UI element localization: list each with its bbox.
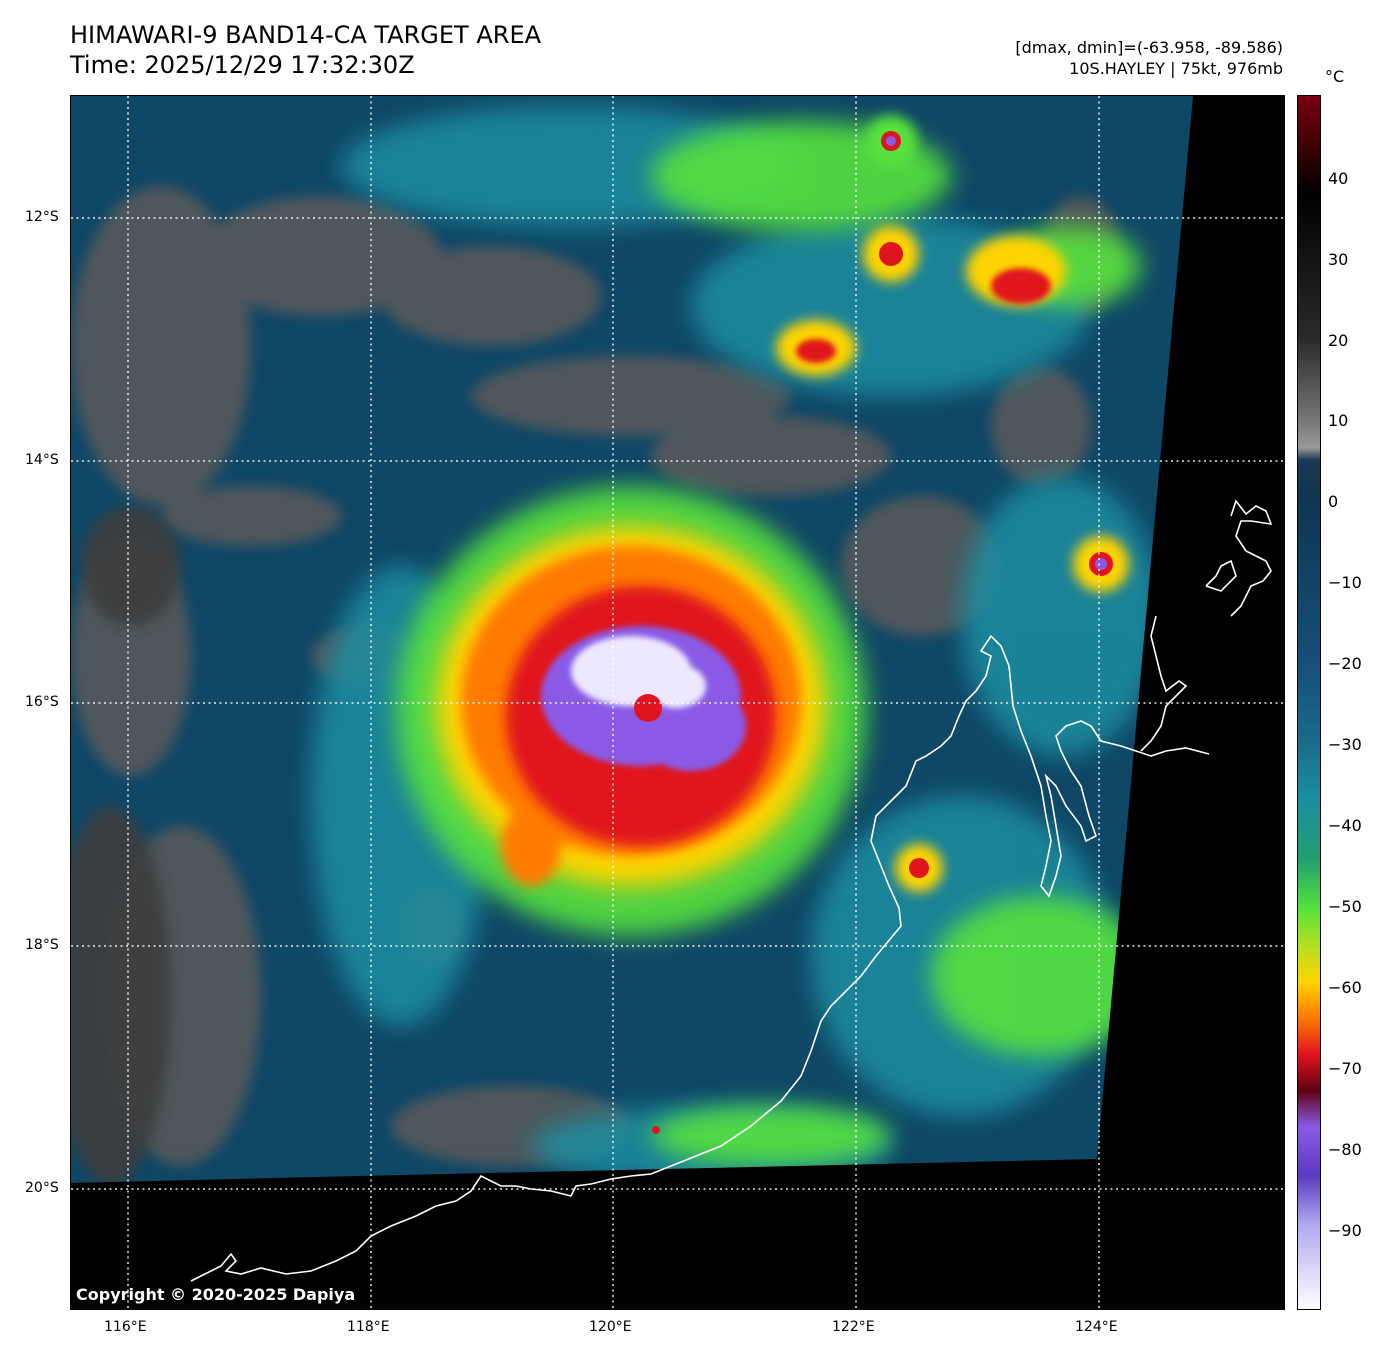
coastline [190, 499, 1273, 1282]
lon-label-120e: 120°E [589, 1319, 632, 1335]
graticule [71, 96, 1284, 1309]
lat-label-20s: 20°S [25, 1180, 59, 1196]
colorbar-unit: °C [1325, 67, 1345, 86]
colorbar-tick-minus20: −20 [1328, 654, 1362, 673]
title-line-1: HIMAWARI-9 BAND14-CA TARGET AREA [70, 21, 542, 49]
lon-label-122e: 122°E [832, 1319, 875, 1335]
lat-label-12s: 12°S [25, 209, 59, 225]
colorbar-tick-minus80: −80 [1328, 1140, 1362, 1159]
lat-label-18s: 18°S [25, 937, 59, 953]
colorbar-tick-minus70: −70 [1328, 1059, 1362, 1078]
colorbar-tick-minus90: −90 [1328, 1221, 1362, 1240]
storm-info: [dmax, dmin]=(-63.958, -89.586) 10S.HAYL… [1015, 37, 1283, 79]
storm-text: 10S.HAYLEY | 75kt, 976mb [1069, 59, 1283, 78]
lat-label-14s: 14°S [25, 452, 59, 468]
chart-title: HIMAWARI-9 BAND14-CA TARGET AREA Time: 2… [70, 20, 541, 80]
data-swath [71, 96, 1193, 1183]
lon-label-118e: 118°E [347, 1319, 390, 1335]
title-line-2: Time: 2025/12/29 17:32:30Z [70, 51, 415, 79]
colorbar-tick-10: 10 [1328, 411, 1349, 430]
colorbar-tick-minus40: −40 [1328, 816, 1362, 835]
satellite-map [70, 95, 1285, 1310]
colorbar-tick-minus50: −50 [1328, 897, 1362, 916]
colorbar-gradient [1298, 96, 1320, 1309]
colorbar-tick-0: 0 [1328, 492, 1339, 511]
colorbar-tick-40: 40 [1328, 169, 1349, 188]
colorbar [1297, 95, 1321, 1310]
lat-label-16s: 16°S [25, 694, 59, 710]
colorbar-tick-minus30: −30 [1328, 735, 1362, 754]
colorbar-tick-minus10: −10 [1328, 573, 1362, 592]
storm-eye [634, 694, 662, 722]
colorbar-tick-minus60: −60 [1328, 978, 1362, 997]
copyright-text: Copyright © 2020-2025 Dapiya [76, 1285, 356, 1304]
range-text: [dmax, dmin]=(-63.958, -89.586) [1015, 38, 1283, 57]
satellite-image [71, 96, 1284, 1309]
convective-cells [652, 115, 1129, 1134]
colorbar-tick-30: 30 [1328, 250, 1349, 269]
lon-label-124e: 124°E [1075, 1319, 1118, 1335]
colorbar-tick-20: 20 [1328, 331, 1349, 350]
lon-label-116e: 116°E [104, 1319, 147, 1335]
